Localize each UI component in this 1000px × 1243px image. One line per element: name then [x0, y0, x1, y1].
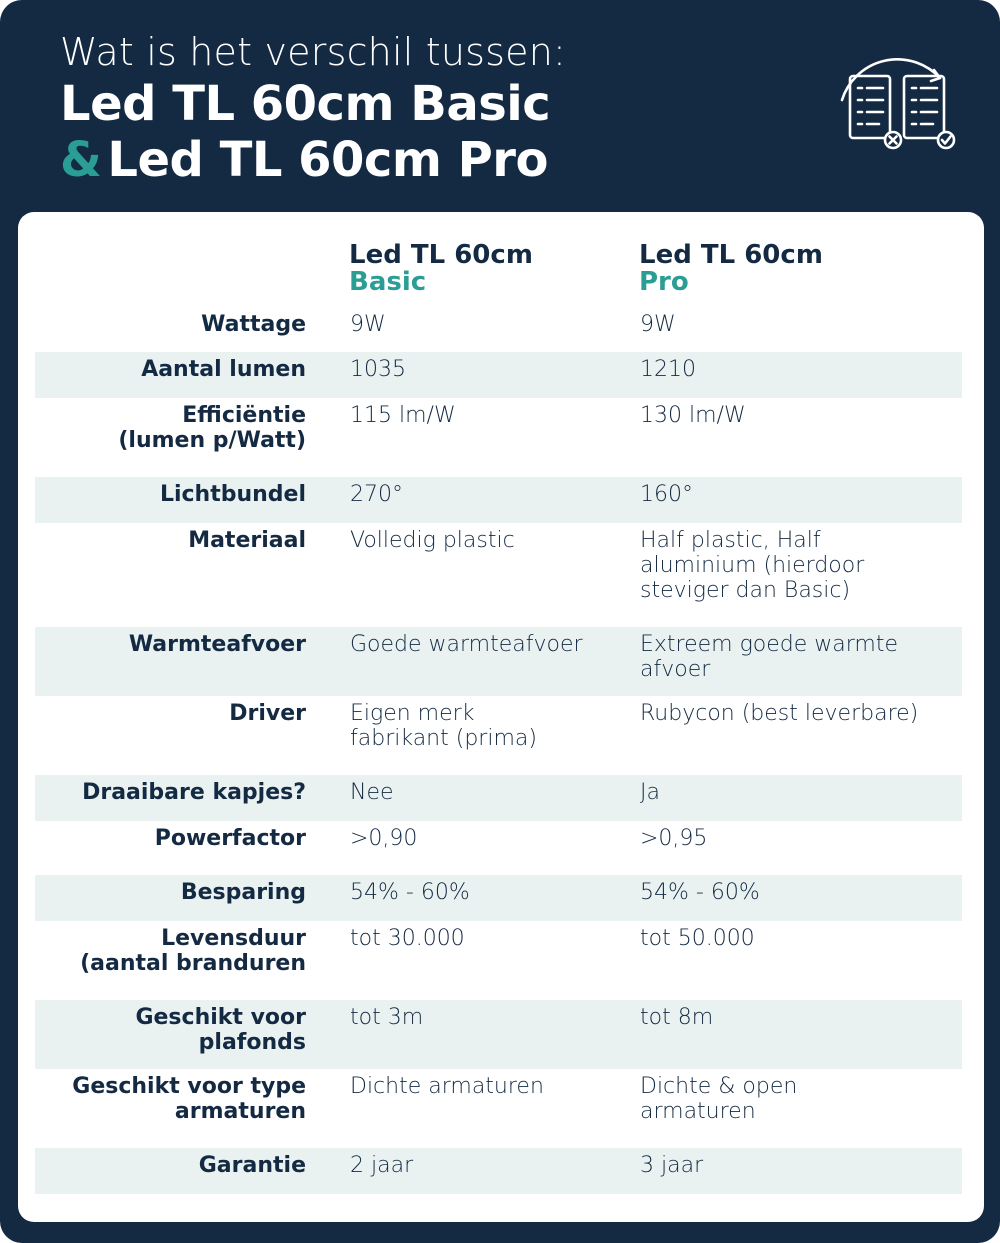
header-subtitle: Wat is het verschil tussen: — [60, 30, 566, 74]
comparison-card: Led TL 60cm Basic Led TL 60cm Pro Wattag… — [18, 212, 984, 1222]
row-label: Geschikt voor type armaturen — [72, 1074, 306, 1124]
row-label: Lichtbundel — [159, 482, 306, 507]
ampersand: & — [60, 132, 102, 188]
table-row: Powerfactor >0,90 >0,95 — [35, 821, 962, 875]
basic-value: >0,90 — [350, 826, 418, 851]
table-row: Materiaal Volledig plastic Half plastic,… — [35, 523, 962, 627]
basic-value: 54% - 60% — [350, 880, 470, 905]
row-label: Draaibare kapjes? — [82, 780, 306, 805]
table-row: Draaibare kapjes? Nee Ja — [35, 775, 962, 821]
row-label: Efficiëntie (lumen p/Watt) — [118, 403, 306, 453]
column-header-pro: Led TL 60cm Pro — [639, 242, 823, 296]
basic-value: 115 lm/W — [350, 403, 456, 428]
column-header-basic: Led TL 60cm Basic — [349, 242, 533, 296]
header-title-basic: Led TL 60cm Basic — [60, 76, 551, 132]
pro-value: 3 jaar — [640, 1153, 704, 1178]
basic-value: Nee — [350, 780, 394, 805]
column-header-pro-variant: Pro — [639, 267, 689, 297]
pro-value: tot 8m — [640, 1005, 714, 1030]
basic-value: tot 3m — [350, 1005, 424, 1030]
row-label: Garantie — [198, 1153, 306, 1178]
pro-value: 160° — [640, 482, 693, 507]
column-header-basic-variant: Basic — [349, 267, 427, 297]
pro-value: Ja — [640, 780, 660, 805]
column-header-basic-line1: Led TL 60cm — [349, 240, 533, 270]
checklist-compare-icon — [840, 58, 956, 150]
pro-value: tot 50.000 — [640, 926, 755, 951]
basic-value: 270° — [350, 482, 403, 507]
table-row: Wattage 9W 9W — [35, 307, 962, 352]
table-row: Geschikt voor type armaturen Dichte armat… — [35, 1069, 962, 1148]
comparison-table: Wattage 9W 9W Aantal lumen 1035 1210 Eff… — [35, 307, 962, 1194]
basic-value: 9W — [350, 312, 386, 337]
row-label: Wattage — [201, 312, 306, 337]
basic-value: 2 jaar — [350, 1153, 414, 1178]
column-header-pro-line1: Led TL 60cm — [639, 240, 823, 270]
pro-value: Half plastic, Half aluminium (hierdoor ste… — [640, 528, 865, 603]
header-title-pro-line: & Led TL 60cm Pro — [60, 132, 820, 188]
basic-value: 1035 — [350, 357, 406, 382]
basic-value: tot 30.000 — [350, 926, 465, 951]
table-row: Aantal lumen 1035 1210 — [35, 352, 962, 398]
table-row: Driver Eigen merk fabrikant (prima) Rubyc… — [35, 696, 962, 775]
header: Wat is het verschil tussen: Led TL 60cm … — [60, 28, 820, 188]
pro-value: 1210 — [640, 357, 696, 382]
row-label: Levensduur (aantal branduren — [80, 926, 306, 976]
pro-value: Extreem goede warmte afvoer — [640, 632, 899, 682]
row-label: Besparing — [180, 880, 306, 905]
basic-value: Volledig plastic — [350, 528, 515, 553]
row-label: Warmteafvoer — [128, 632, 306, 657]
row-label: Materiaal — [188, 528, 306, 553]
pro-value: >0,95 — [640, 826, 708, 851]
pro-value: 130 lm/W — [640, 403, 746, 428]
basic-value: Eigen merk fabrikant (prima) — [350, 701, 537, 751]
basic-value: Goede warmteafvoer — [350, 632, 583, 657]
row-label: Driver — [229, 701, 306, 726]
header-title-pro: Led TL 60cm Pro — [107, 132, 548, 188]
table-row: Warmteafvoer Goede warmteafvoer Extreem … — [35, 627, 962, 696]
pro-value: 9W — [640, 312, 676, 337]
row-label: Aantal lumen — [141, 357, 306, 382]
basic-value: Dichte armaturen — [350, 1074, 544, 1099]
table-row: Efficiëntie (lumen p/Watt) 115 lm/W 130 l… — [35, 398, 962, 477]
table-row: Geschikt voor plafonds tot 3m tot 8m — [35, 1000, 962, 1069]
row-label: Powerfactor — [154, 826, 306, 851]
table-row: Levensduur (aantal branduren tot 30.000 t… — [35, 921, 962, 1000]
pro-value: Dichte & open armaturen — [640, 1074, 798, 1124]
table-row: Besparing 54% - 60% 54% - 60% — [35, 875, 962, 921]
row-label: Geschikt voor plafonds — [135, 1005, 306, 1055]
pro-value: Rubycon (best leverbare) — [640, 701, 919, 726]
pro-value: 54% - 60% — [640, 880, 760, 905]
table-row: Lichtbundel 270° 160° — [35, 477, 962, 523]
table-row: Garantie 2 jaar 3 jaar — [35, 1148, 962, 1194]
